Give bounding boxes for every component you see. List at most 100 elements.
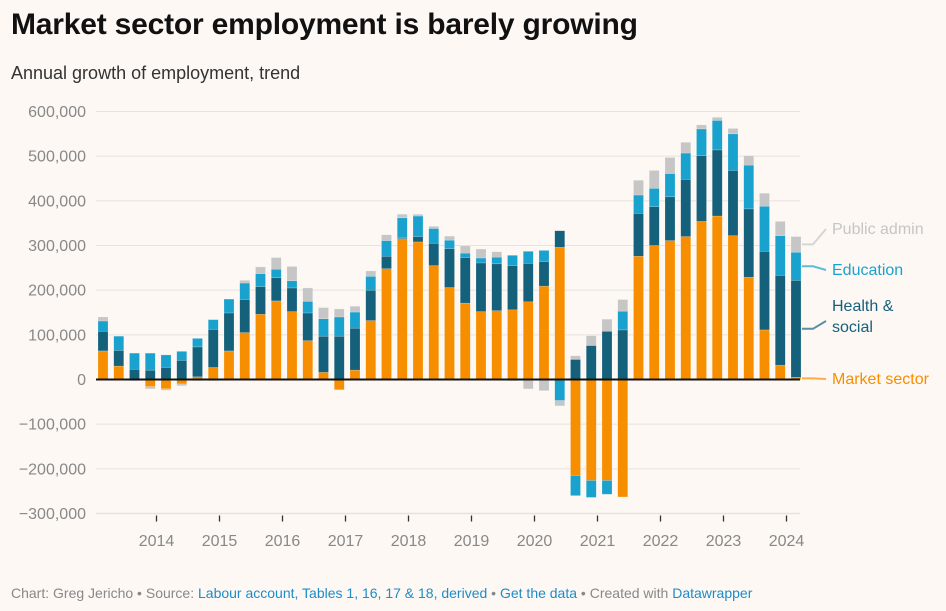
bar-segment-health-social[interactable]	[113, 350, 124, 367]
bar-segment-health-social[interactable]	[318, 335, 329, 373]
bar-segment-public-admin[interactable]	[538, 379, 550, 391]
bar-stack[interactable]	[475, 248, 487, 380]
bar-segment-health-social[interactable]	[208, 329, 219, 368]
bar-segment-market-sector[interactable]	[759, 329, 770, 380]
bar-segment-health-social[interactable]	[664, 196, 676, 241]
bar-stack[interactable]	[680, 142, 691, 380]
bar-segment-market-sector[interactable]	[633, 255, 644, 380]
bar-stack[interactable]	[365, 270, 376, 380]
bar-segment-health-social[interactable]	[428, 243, 439, 266]
bar-stack[interactable]	[160, 354, 172, 391]
bar-stack[interactable]	[113, 335, 124, 380]
bar-segment-public-admin[interactable]	[397, 213, 408, 219]
bar-segment-market-sector[interactable]	[160, 379, 172, 390]
bar-stack[interactable]	[617, 299, 628, 498]
bar-segment-education[interactable]	[743, 164, 754, 210]
bar-segment-public-admin[interactable]	[365, 270, 376, 277]
bar-segment-public-admin[interactable]	[727, 128, 739, 135]
bar-stack[interactable]	[223, 298, 235, 380]
bar-segment-market-sector[interactable]	[617, 379, 628, 498]
bar-segment-health-social[interactable]	[286, 287, 298, 312]
bar-segment-market-sector[interactable]	[460, 302, 471, 380]
bar-segment-health-social[interactable]	[633, 213, 644, 257]
bar-segment-health-social[interactable]	[507, 265, 518, 311]
bar-stack[interactable]	[318, 307, 329, 380]
bar-stack[interactable]	[444, 235, 455, 380]
bar-segment-market-sector[interactable]	[680, 236, 691, 380]
bar-stack[interactable]	[601, 318, 613, 495]
bar-segment-market-sector[interactable]	[601, 379, 613, 481]
bar-segment-market-sector[interactable]	[255, 314, 266, 380]
bar-stack[interactable]	[460, 245, 471, 380]
bar-segment-market-sector[interactable]	[239, 332, 250, 380]
bar-segment-health-social[interactable]	[601, 331, 613, 380]
bar-segment-health-social[interactable]	[444, 248, 455, 288]
bar-segment-health-social[interactable]	[334, 335, 345, 380]
bar-segment-health-social[interactable]	[365, 289, 376, 321]
bar-segment-public-admin[interactable]	[759, 192, 770, 207]
bar-segment-public-admin[interactable]	[255, 266, 266, 274]
bar-segment-education[interactable]	[507, 255, 518, 266]
bar-segment-health-social[interactable]	[759, 251, 770, 331]
bar-stack[interactable]	[759, 192, 770, 380]
bar-segment-public-admin[interactable]	[145, 386, 156, 390]
bar-segment-education[interactable]	[790, 251, 802, 281]
bar-segment-public-admin[interactable]	[302, 287, 313, 302]
bar-stack[interactable]	[727, 128, 739, 380]
bar-segment-health-social[interactable]	[743, 208, 754, 278]
bar-stack[interactable]	[664, 157, 676, 380]
bar-segment-education[interactable]	[129, 352, 140, 370]
bar-segment-health-social[interactable]	[381, 255, 392, 269]
bar-segment-education[interactable]	[696, 128, 707, 156]
bar-segment-market-sector[interactable]	[349, 369, 361, 380]
bar-segment-education[interactable]	[192, 338, 203, 348]
bar-segment-public-admin[interactable]	[696, 124, 707, 130]
source-link[interactable]: Labour account, Tables 1, 16, 17 & 18, d…	[198, 585, 488, 601]
bar-segment-public-admin[interactable]	[712, 117, 723, 121]
bar-segment-education[interactable]	[145, 352, 156, 371]
bar-segment-health-social[interactable]	[696, 155, 707, 222]
bar-segment-education[interactable]	[775, 235, 786, 276]
bar-segment-health-social[interactable]	[255, 286, 266, 315]
bar-stack[interactable]	[649, 170, 660, 380]
bar-segment-health-social[interactable]	[617, 329, 628, 380]
bar-segment-health-social[interactable]	[570, 359, 581, 380]
bar-segment-health-social[interactable]	[460, 257, 471, 304]
bar-stack[interactable]	[743, 155, 754, 380]
bar-segment-education[interactable]	[664, 173, 676, 198]
bar-stack[interactable]	[255, 266, 266, 380]
bar-segment-public-admin[interactable]	[633, 180, 644, 196]
bar-stack[interactable]	[538, 250, 550, 391]
bar-segment-market-sector[interactable]	[208, 367, 219, 380]
bar-segment-public-admin[interactable]	[617, 299, 628, 312]
bar-segment-public-admin[interactable]	[349, 305, 361, 313]
bar-segment-public-admin[interactable]	[601, 318, 613, 332]
bar-segment-education[interactable]	[160, 354, 172, 368]
bar-segment-market-sector[interactable]	[412, 241, 424, 380]
bar-segment-education[interactable]	[475, 257, 487, 264]
bar-segment-public-admin[interactable]	[428, 226, 439, 229]
bar-segment-market-sector[interactable]	[586, 379, 597, 481]
bar-segment-public-admin[interactable]	[318, 307, 329, 320]
bar-segment-public-admin[interactable]	[775, 221, 786, 236]
bar-segment-market-sector[interactable]	[318, 372, 329, 380]
bar-segment-education[interactable]	[601, 480, 613, 495]
bar-segment-market-sector[interactable]	[145, 379, 156, 387]
bar-segment-health-social[interactable]	[239, 299, 250, 333]
bar-segment-market-sector[interactable]	[444, 287, 455, 380]
bar-segment-education[interactable]	[349, 311, 361, 329]
bar-segment-market-sector[interactable]	[491, 310, 502, 380]
bar-segment-market-sector[interactable]	[696, 221, 707, 380]
bar-stack[interactable]	[507, 255, 518, 382]
bar-segment-public-admin[interactable]	[664, 157, 676, 174]
bar-segment-market-sector[interactable]	[538, 285, 550, 380]
bar-stack[interactable]	[712, 117, 723, 380]
bar-segment-education[interactable]	[586, 480, 597, 498]
bar-segment-market-sector[interactable]	[743, 276, 754, 380]
bar-segment-education[interactable]	[223, 298, 235, 314]
bar-segment-market-sector[interactable]	[507, 309, 518, 380]
bar-stack[interactable]	[491, 251, 502, 380]
bar-segment-education[interactable]	[680, 152, 691, 180]
bar-segment-public-admin[interactable]	[271, 257, 282, 270]
bar-segment-education[interactable]	[113, 335, 124, 351]
